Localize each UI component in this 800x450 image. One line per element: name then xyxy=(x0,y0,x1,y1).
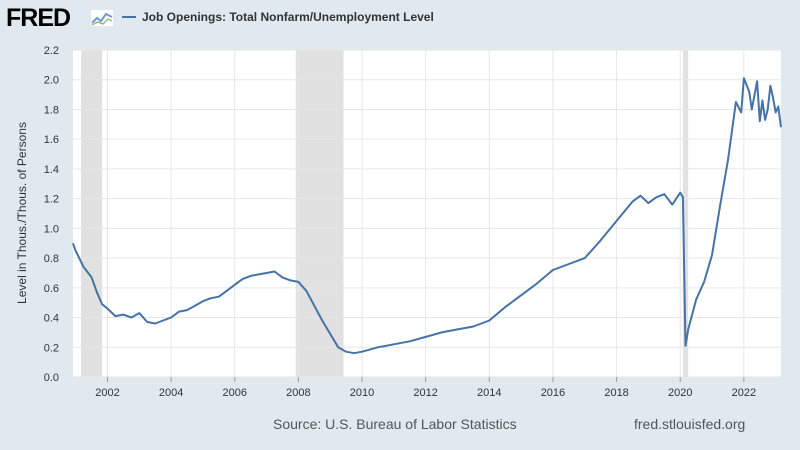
y-axis-ticks: 0.0 0.2 0.4 0.6 0.8 1.0 1.2 1.4 1.6 1.8 2.0 2.2 xyxy=(44,45,59,384)
y-tick-label: 1.2 xyxy=(44,194,59,206)
recession-band xyxy=(80,50,103,377)
x-tick-label: 2020 xyxy=(668,387,692,399)
y-tick-label: 0.0 xyxy=(44,372,59,384)
y-tick-label: 2.2 xyxy=(44,45,59,57)
x-tick-label: 2022 xyxy=(732,387,756,399)
y-tick-label: 0.6 xyxy=(44,283,59,295)
x-tick-label: 2002 xyxy=(95,387,119,399)
plot-background xyxy=(73,50,781,377)
chart-header: FRED Job Openings: Total Nonfarm/Unemplo… xyxy=(0,0,800,40)
x-axis-ticks: 2002 2004 2006 2008 2010 2012 2014 2016 2018 2020… xyxy=(95,377,756,399)
source-text: Source: U.S. Bureau of Labor Statistics xyxy=(273,416,517,432)
series-group xyxy=(72,77,782,355)
series-line xyxy=(72,77,782,355)
x-tick-label: 2012 xyxy=(413,387,437,399)
x-tick-label: 2006 xyxy=(223,387,247,399)
grid-lines xyxy=(73,49,781,378)
recession-band xyxy=(295,50,344,377)
chart-logo-icon xyxy=(90,9,114,27)
fred-logo[interactable]: FRED xyxy=(6,4,71,32)
y-tick-label: 1.6 xyxy=(44,134,59,146)
x-tick-label: 2016 xyxy=(541,387,565,399)
y-tick-label: 2.0 xyxy=(44,75,59,87)
x-tick-label: 2018 xyxy=(604,387,628,399)
legend: Job Openings: Total Nonfarm/Unemployment… xyxy=(122,10,434,24)
recession-band xyxy=(682,50,689,377)
y-tick-label: 0.4 xyxy=(44,313,59,325)
source-url[interactable]: fred.stlouisfed.org xyxy=(634,416,746,432)
x-tick-label: 2008 xyxy=(286,387,310,399)
legend-label: Job Openings: Total Nonfarm/Unemployment… xyxy=(142,10,434,24)
recession-bands xyxy=(80,50,689,377)
y-axis-label: Level in Thous./Thous. of Persons xyxy=(15,122,29,304)
y-tick-label: 1.8 xyxy=(44,104,59,116)
legend-swatch xyxy=(122,16,136,18)
y-tick-label: 0.2 xyxy=(44,342,59,354)
x-tick-label: 2004 xyxy=(159,387,183,399)
x-tick-label: 2014 xyxy=(477,387,501,399)
y-tick-label: 1.4 xyxy=(44,164,59,176)
x-tick-label: 2010 xyxy=(350,387,374,399)
y-tick-label: 0.8 xyxy=(44,253,59,265)
y-tick-label: 1.0 xyxy=(44,223,59,235)
